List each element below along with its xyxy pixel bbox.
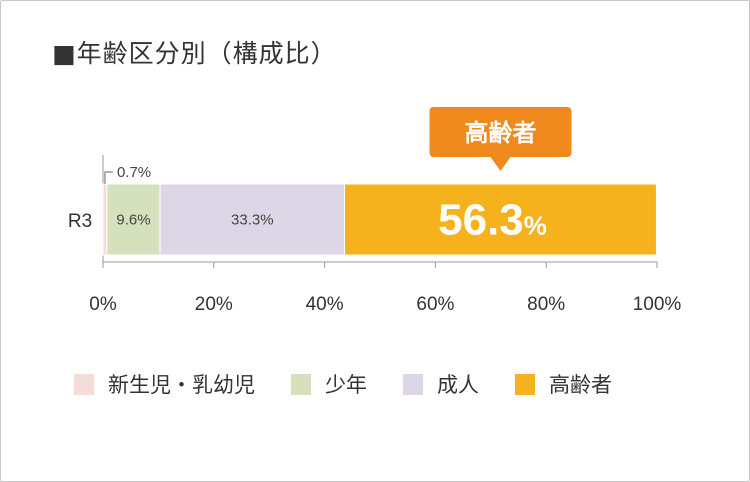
leader-line bbox=[104, 171, 113, 184]
data-label-number: 56.3 bbox=[438, 196, 524, 245]
x-tick-label: 20% bbox=[195, 294, 233, 315]
legend-swatch bbox=[515, 373, 535, 395]
bar-segment bbox=[102, 183, 108, 256]
chart-title: ■年齢区分別（構成比） bbox=[52, 39, 337, 68]
legend-label: 高齢者 bbox=[549, 373, 612, 397]
legend-item: 成人 bbox=[403, 369, 479, 399]
data-label-unit: % bbox=[524, 211, 547, 241]
bar-segment bbox=[106, 183, 161, 256]
x-tick-label: 60% bbox=[416, 294, 454, 315]
x-tick-label: 100% bbox=[633, 294, 682, 315]
legend-label: 新生児・乳幼児 bbox=[108, 373, 255, 397]
legend-item: 高齢者 bbox=[515, 369, 612, 399]
legend-item: 新生児・乳幼児 bbox=[74, 369, 255, 399]
data-label-large: 56.3% bbox=[438, 196, 547, 245]
legend-swatch bbox=[403, 373, 423, 395]
legend-item: 少年 bbox=[291, 369, 367, 399]
x-tick-label: 40% bbox=[306, 294, 344, 315]
category-label: R3 bbox=[68, 211, 92, 232]
bar-segment bbox=[159, 183, 346, 256]
x-tick-label: 0% bbox=[89, 294, 117, 315]
legend: 新生児・乳幼児 少年 成人 高齢者 bbox=[74, 369, 648, 399]
data-label: 33.3% bbox=[231, 212, 274, 229]
x-tick-label: 80% bbox=[527, 294, 565, 315]
callout-pointer bbox=[490, 157, 511, 171]
legend-label: 成人 bbox=[437, 373, 479, 397]
legend-swatch bbox=[291, 373, 311, 395]
callout-label: 高齢者 bbox=[464, 119, 536, 147]
bar-segment bbox=[344, 183, 657, 256]
callout-box bbox=[429, 107, 572, 157]
legend-swatch bbox=[74, 373, 94, 395]
legend-label: 少年 bbox=[325, 373, 367, 397]
data-label: 9.6% bbox=[116, 212, 150, 229]
data-label: 0.7% bbox=[117, 164, 151, 181]
